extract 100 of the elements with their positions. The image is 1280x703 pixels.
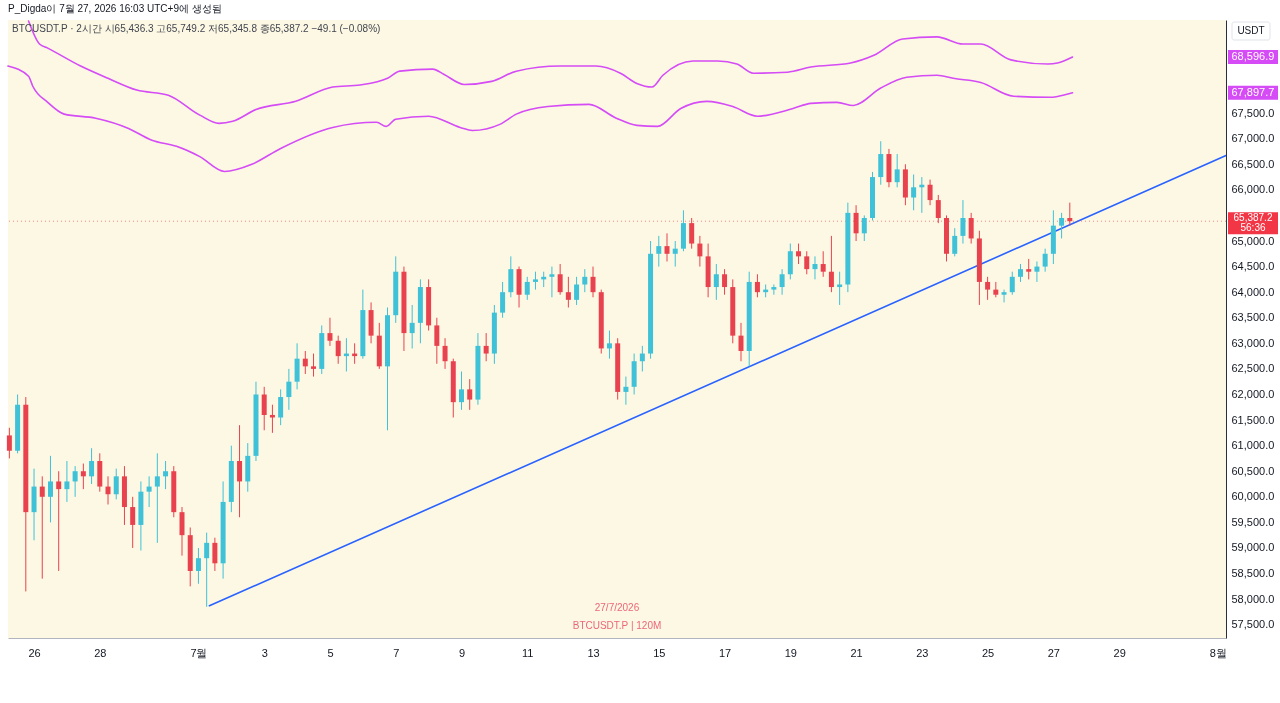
candlestick [467, 378, 473, 411]
candlestick [779, 268, 785, 296]
candlestick [927, 179, 933, 206]
candlestick [163, 460, 169, 490]
candlestick [434, 317, 440, 365]
candlestick [574, 276, 580, 306]
annotation: 27/7/2026 [594, 602, 640, 613]
candlestick [39, 475, 45, 580]
candlestick [237, 424, 243, 518]
x-tick-label: 26 [28, 646, 41, 659]
y-tick-label: 59,500.0 [1231, 515, 1275, 528]
candlestick [105, 475, 111, 505]
x-tick-label: 29 [1113, 646, 1126, 659]
candlestick [64, 460, 70, 503]
candlestick [483, 332, 489, 362]
y-tick-label: 60,000.0 [1231, 490, 1275, 503]
candlestick [1067, 202, 1073, 227]
x-tick-label: 28 [94, 646, 107, 659]
candlestick [557, 263, 563, 296]
candlestick [154, 452, 160, 544]
candlestick [47, 455, 53, 523]
y-tick-label: 66,000.0 [1231, 183, 1275, 196]
y-axis-title: USDT [1237, 25, 1265, 36]
y-tick-label: 58,000.0 [1231, 592, 1275, 605]
candlestick [722, 268, 728, 296]
candlestick [771, 283, 777, 296]
y-tick-label: 66,500.0 [1231, 157, 1275, 170]
candlestick [787, 243, 793, 280]
x-tick-label: 21 [850, 646, 863, 659]
candlestick [130, 496, 136, 549]
x-tick-label: 15 [653, 646, 666, 659]
candlestick [894, 153, 900, 188]
candlestick [853, 204, 859, 242]
x-tick-label: 27 [1047, 646, 1060, 659]
candlestick [968, 212, 974, 245]
candlestick [672, 240, 678, 268]
candlestick [985, 276, 991, 301]
candlestick [80, 463, 86, 490]
x-tick-label: 7 [393, 646, 400, 659]
x-tick-label: 11 [522, 646, 534, 659]
candlestick [195, 547, 201, 585]
line-series [7, 65, 1074, 173]
annotation: BTCUSDT.P | 120M [572, 620, 662, 631]
ref-line-label: 65,387.2 56:36 [1233, 212, 1273, 234]
candlestick [952, 227, 958, 257]
candlestick [1059, 212, 1065, 239]
y-tick-label: 65,000.0 [1231, 234, 1275, 247]
candlestick [1001, 289, 1007, 303]
y-tick-label: 63,500.0 [1231, 311, 1275, 324]
y-tick-label: 61,000.0 [1231, 439, 1275, 452]
candlestick [500, 281, 506, 319]
candlestick [409, 304, 415, 349]
candlestick [664, 232, 670, 262]
chart-title: P_Digda이 7월 27, 2026 16:03 UTC+9에 생성됨 [8, 3, 222, 14]
candlestick [1009, 271, 1015, 296]
candlestick [606, 330, 612, 360]
y-tick-label: 58,500.0 [1231, 567, 1275, 580]
candlestick [935, 194, 941, 224]
candlestick [89, 447, 95, 485]
candlestick [804, 250, 810, 275]
candlestick [796, 243, 802, 265]
candlestick [623, 376, 629, 406]
x-tick-label: 13 [587, 646, 600, 659]
candlestick [72, 465, 78, 498]
x-tick-label: 8월 [1209, 646, 1227, 659]
candlestick [656, 235, 662, 268]
candlestick [204, 532, 210, 608]
candlestick [286, 368, 292, 411]
y-tick-label: 68,596.9 [1231, 50, 1275, 63]
y-tick-label: 67,897.7 [1231, 86, 1275, 99]
y-tick-label: 64,000.0 [1231, 285, 1275, 298]
candlestick [508, 255, 514, 298]
x-tick-label: 19 [784, 646, 797, 659]
candlestick [278, 388, 284, 426]
y-tick-label: 60,500.0 [1231, 464, 1275, 477]
candlestick [146, 475, 152, 508]
candlestick [261, 386, 267, 431]
candlestick [861, 214, 867, 242]
candlestick [713, 263, 719, 301]
candlestick [442, 337, 448, 370]
candlestick [179, 506, 185, 557]
candlestick [1034, 260, 1040, 283]
candlestick [113, 468, 119, 500]
candlestick [754, 273, 760, 298]
candlestick [311, 353, 317, 378]
candlestick [549, 266, 555, 298]
candlestick [639, 345, 645, 372]
y-tick-label: 62,500.0 [1231, 362, 1275, 375]
candlestick [812, 255, 818, 280]
x-tick-label: 23 [916, 646, 929, 659]
candlestick [911, 174, 917, 211]
x-tick-label: 5 [327, 646, 334, 659]
y-tick-label: 67,500.0 [1231, 106, 1275, 119]
candlestick [960, 199, 966, 245]
candlestick [6, 427, 12, 459]
x-tick-label: 7월 [190, 646, 208, 659]
candlestick [820, 250, 826, 278]
candlestick [524, 276, 530, 301]
candlestick [878, 140, 884, 186]
y-tick-label: 64,500.0 [1231, 260, 1275, 273]
